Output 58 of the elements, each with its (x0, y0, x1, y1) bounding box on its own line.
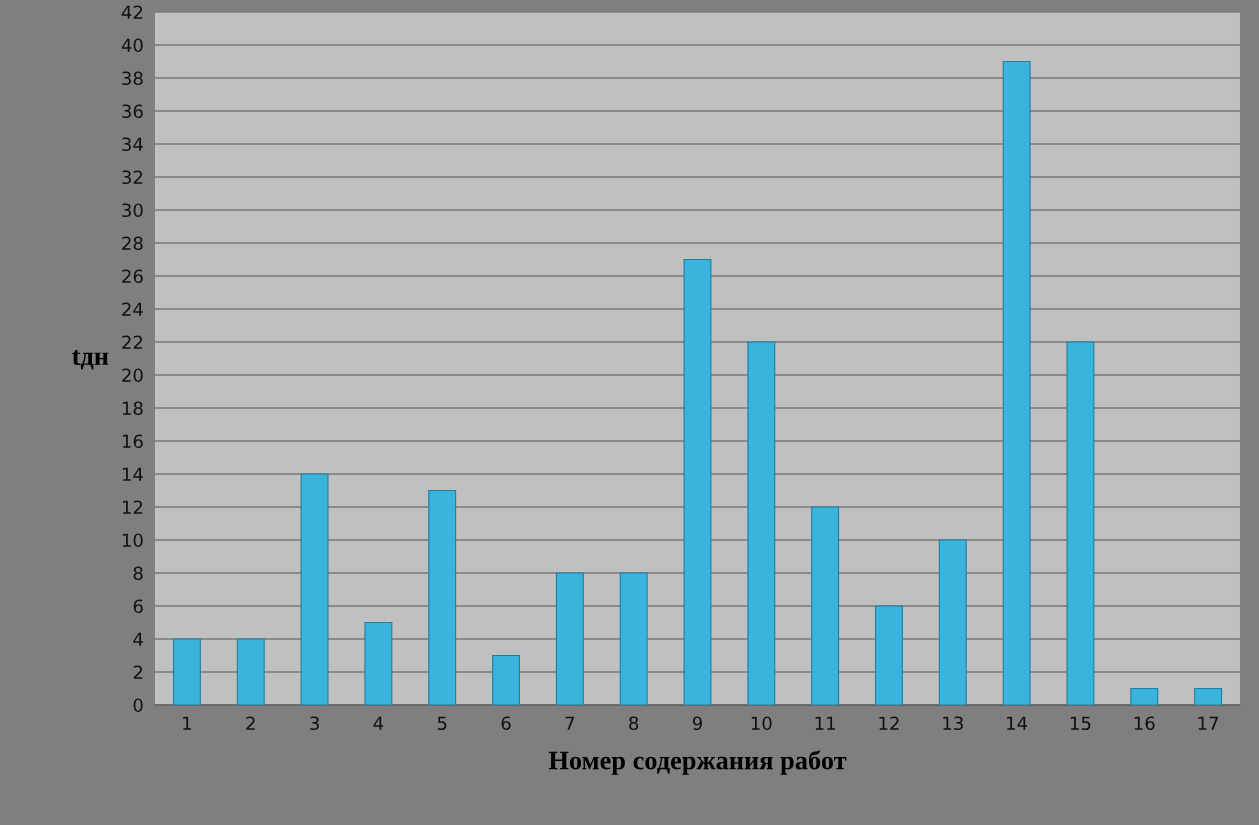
x-tick-label: 8 (629, 716, 639, 731)
bar (172, 638, 201, 705)
bar (938, 539, 967, 705)
bar (747, 341, 776, 705)
x-tick-label: 5 (437, 716, 447, 731)
x-tick-label: 6 (501, 716, 511, 731)
x-tick-label: 11 (815, 716, 835, 730)
x-tick-label: 17 (1198, 716, 1219, 730)
y-axis-title: tдн (72, 349, 109, 370)
bar (492, 654, 520, 705)
y-tick-label: 20 (122, 368, 143, 383)
x-tick-label: 9 (692, 716, 702, 731)
y-tick-label: 34 (122, 137, 143, 152)
y-tick-label: 4 (133, 632, 143, 646)
y-tick-label: 8 (133, 566, 143, 581)
bar (811, 506, 840, 705)
x-tick-label: 14 (1007, 716, 1028, 730)
x-tick-label: 3 (310, 716, 319, 731)
bar (236, 638, 265, 705)
x-tick-label: 13 (943, 716, 963, 731)
bar (428, 489, 457, 705)
y-tick-label: 30 (122, 203, 143, 218)
x-tick-label: 15 (1070, 716, 1091, 731)
y-tick-label: 42 (121, 5, 143, 19)
x-tick-label: 4 (373, 716, 384, 730)
y-tick-label: 24 (122, 302, 143, 316)
bar (875, 605, 903, 705)
y-tick-label: 10 (122, 533, 143, 548)
x-tick-label: 10 (751, 716, 772, 731)
x-tick-label: 2 (246, 716, 255, 730)
y-tick-label: 28 (122, 236, 143, 251)
bar (683, 258, 712, 705)
x-tick-label: 7 (565, 716, 575, 730)
y-tick-label: 14 (122, 467, 143, 481)
x-tick-label: 1 (183, 716, 191, 730)
x-tick-label: 12 (879, 716, 899, 730)
bar (1066, 341, 1095, 705)
bar (1130, 687, 1159, 705)
y-tick-label: 26 (122, 269, 143, 284)
x-axis-title: Номер содержания работ (548, 750, 847, 775)
y-tick-label: 6 (133, 599, 143, 614)
bar (300, 473, 329, 705)
bar (1002, 60, 1031, 705)
y-tick-label: 2 (133, 665, 143, 679)
bar (364, 621, 393, 705)
y-tick-label: 12 (122, 500, 143, 514)
y-tick-label: 40 (121, 38, 143, 53)
y-tick-label: 38 (122, 71, 143, 86)
y-tick-label: 0 (133, 698, 143, 713)
y-tick-label: 22 (122, 335, 143, 349)
x-tick-label: 16 (1134, 716, 1155, 731)
bar (555, 572, 584, 705)
y-tick-label: 32 (122, 170, 143, 185)
y-tick-label: 18 (122, 401, 143, 416)
bar (619, 572, 648, 705)
y-tick-label: 36 (122, 104, 143, 119)
bar (1194, 687, 1223, 705)
y-tick-label: 16 (122, 434, 143, 449)
